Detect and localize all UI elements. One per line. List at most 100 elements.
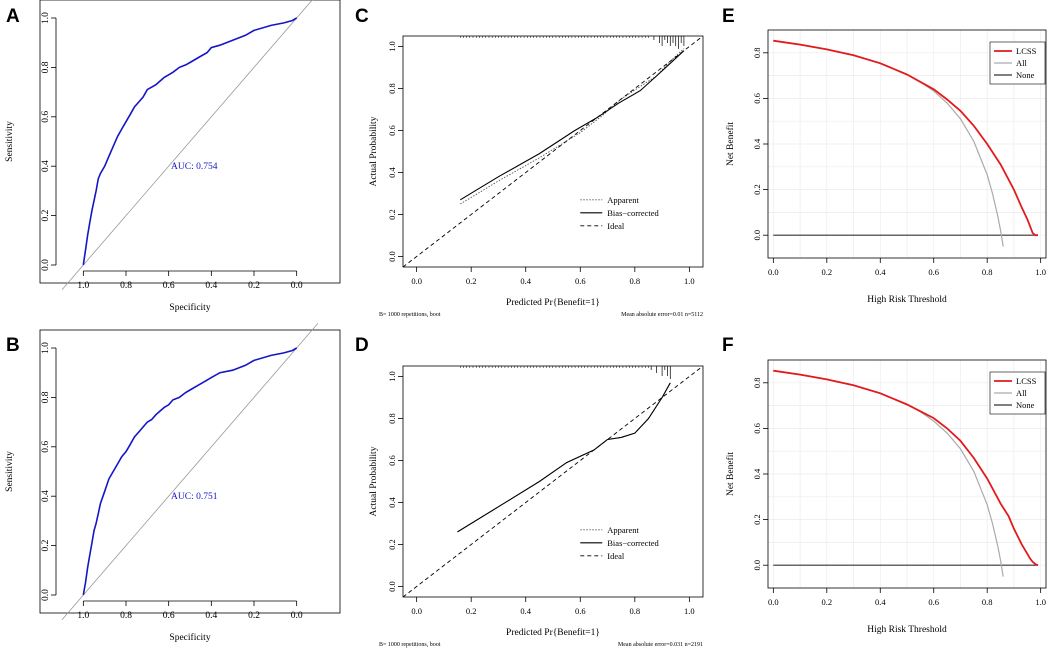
panel-letter-e: E — [722, 6, 735, 27]
calibration-chart-training: 0.0 0.2 0.4 0.6 0.8 1.0 0.0 0.2 0.4 0.6 0.8 1.0 Pred… — [369, 35, 704, 318]
legend-label: Ideal — [607, 221, 625, 231]
x-tick-label: 0.6 — [575, 276, 586, 286]
y-tick-label: 0.4 — [387, 166, 397, 177]
legend: Apparent Bias−corrected Ideal — [580, 525, 660, 561]
bias-corrected-line — [457, 382, 671, 533]
y-tick-label: 0.4 — [41, 160, 51, 172]
legend-label: None — [1016, 400, 1035, 410]
y-tick-label: 0.2 — [752, 514, 762, 525]
reference-diagonal — [61, 323, 319, 620]
y-tick-label: 0.4 — [41, 490, 51, 502]
legend-label: All — [1016, 58, 1028, 68]
calibration-lines — [403, 36, 703, 267]
calibration-lines — [403, 366, 703, 597]
x-tick-label: 0.2 — [821, 597, 832, 607]
x-tick-label: 0.0 — [411, 606, 422, 616]
x-tick-label: 1.0 — [1035, 267, 1046, 277]
x-axis-title: Predicted Pr{Benefit=1} — [506, 297, 600, 308]
y-tick-label: 0.4 — [752, 138, 762, 149]
y-tick-label: 0.6 — [752, 93, 762, 104]
ideal-line — [403, 36, 703, 267]
y-axis-title: Actual Probability — [369, 446, 379, 516]
y-axis-title: Actual Probability — [369, 116, 379, 186]
axes: 1.0 0.8 0.6 0.4 0.2 0.0 0.0 0.2 0.4 0.6 0.8 1.0 — [41, 12, 303, 291]
x-tick-label: 0.4 — [875, 267, 886, 277]
y-tick-label: 0.0 — [752, 230, 762, 241]
y-tick-label: 0.4 — [752, 468, 762, 479]
x-tick-label: 0.0 — [291, 611, 303, 621]
y-tick-label: 0.6 — [752, 423, 762, 434]
x-tick-label: 0.6 — [163, 281, 175, 291]
auc-label: AUC: 0.754 — [171, 162, 218, 172]
x-axis-title: Specificity — [169, 632, 210, 643]
y-axis-title: Sensitivity — [5, 121, 15, 162]
x-tick-label: 0.0 — [768, 597, 779, 607]
x-axis-title: High Risk Threshold — [867, 625, 947, 635]
x-tick-label: 0.6 — [928, 267, 939, 277]
y-tick-label: 0.6 — [387, 125, 397, 136]
x-tick-label: 1.0 — [77, 281, 89, 291]
lcss-line — [773, 369, 1039, 567]
x-tick-label: 0.6 — [575, 606, 586, 616]
legend-label: Apparent — [607, 195, 639, 205]
y-tick-label: 1.0 — [41, 342, 51, 354]
rug-ticks — [460, 36, 685, 49]
x-tick-label: 0.2 — [821, 267, 832, 277]
legend-label: Bias−corrected — [607, 538, 659, 548]
legend-label: None — [1016, 70, 1035, 80]
legend: LCSS All None — [989, 41, 1046, 85]
x-tick-label: 0.8 — [120, 281, 132, 291]
axes: 1.0 0.8 0.6 0.4 0.2 0.0 0.0 0.2 0.4 0.6 0.8 1.0 — [41, 342, 303, 621]
y-tick-label: 0.4 — [387, 496, 397, 507]
x-tick-label: 0.4 — [205, 281, 217, 291]
x-tick-label: 0.0 — [291, 281, 303, 291]
bias-corrected-line — [460, 50, 685, 201]
apparent-line — [460, 48, 685, 205]
footer-right: Mean absolute error=0.01 n=5112 — [621, 312, 703, 318]
legend-label: Apparent — [607, 525, 639, 535]
roc-curve — [82, 347, 298, 596]
y-tick-label: 0.0 — [41, 589, 51, 601]
x-tick-label: 0.6 — [163, 611, 175, 621]
y-tick-label: 0.2 — [41, 209, 51, 221]
axes: 0.0 0.2 0.4 0.6 0.8 1.0 0.0 0.2 0.4 0.6 0.8 — [752, 359, 1047, 607]
roc-curve — [82, 17, 298, 266]
y-tick-label: 1.0 — [387, 41, 397, 52]
footer-left: B= 1000 repetitions, boot — [379, 642, 441, 648]
ideal-line — [403, 366, 703, 597]
footer-right: Mean absolute error=0.031 n=2191 — [618, 642, 703, 648]
x-tick-label: 1.0 — [1035, 597, 1046, 607]
x-tick-label: 0.8 — [630, 606, 641, 616]
x-axis-title: High Risk Threshold — [867, 295, 947, 305]
axes: 0.0 0.2 0.4 0.6 0.8 1.0 0.0 0.2 0.4 0.6 0.8 — [752, 29, 1047, 277]
x-tick-label: 0.2 — [248, 281, 260, 291]
legend-label: Ideal — [607, 551, 625, 561]
y-axis-title: Net Benefit — [725, 122, 736, 166]
x-tick-label: 1.0 — [684, 276, 695, 286]
panel-letter-a: A — [6, 6, 20, 27]
y-tick-label: 0.8 — [752, 47, 762, 58]
y-tick-label: 0.0 — [387, 251, 397, 262]
x-tick-label: 0.8 — [982, 267, 993, 277]
y-tick-label: 0.0 — [752, 560, 762, 571]
x-tick-label: 0.8 — [120, 611, 132, 621]
x-tick-label: 0.8 — [630, 276, 641, 286]
x-tick-label: 0.4 — [875, 597, 886, 607]
plot-frame — [39, 329, 341, 614]
axes: 0.0 0.2 0.4 0.6 0.8 1.0 0.0 0.2 0.4 0.6 0.8 1.0 — [387, 35, 704, 286]
y-tick-label: 0.0 — [41, 259, 51, 271]
apparent-line — [457, 382, 671, 533]
y-tick-label: 0.2 — [41, 539, 51, 551]
y-tick-label: 0.6 — [41, 111, 51, 123]
decision-curve-validation: 0.0 0.2 0.4 0.6 0.8 1.0 0.0 0.2 0.4 0.6 0.8 High Ri… — [725, 359, 1047, 635]
x-tick-label: 0.6 — [928, 597, 939, 607]
panel-letter-c: C — [355, 6, 369, 27]
y-tick-label: 1.0 — [41, 12, 51, 24]
y-tick-label: 0.2 — [752, 184, 762, 195]
auc-label: AUC: 0.751 — [171, 492, 218, 502]
legend-label: LCSS — [1016, 376, 1037, 386]
y-axis-title: Sensitivity — [5, 451, 15, 492]
roc-chart-validation: 1.0 0.8 0.6 0.4 0.2 0.0 0.0 0.2 0.4 0.6 0.8 1.0 Spec… — [5, 323, 341, 643]
x-axis-title: Specificity — [169, 302, 210, 313]
